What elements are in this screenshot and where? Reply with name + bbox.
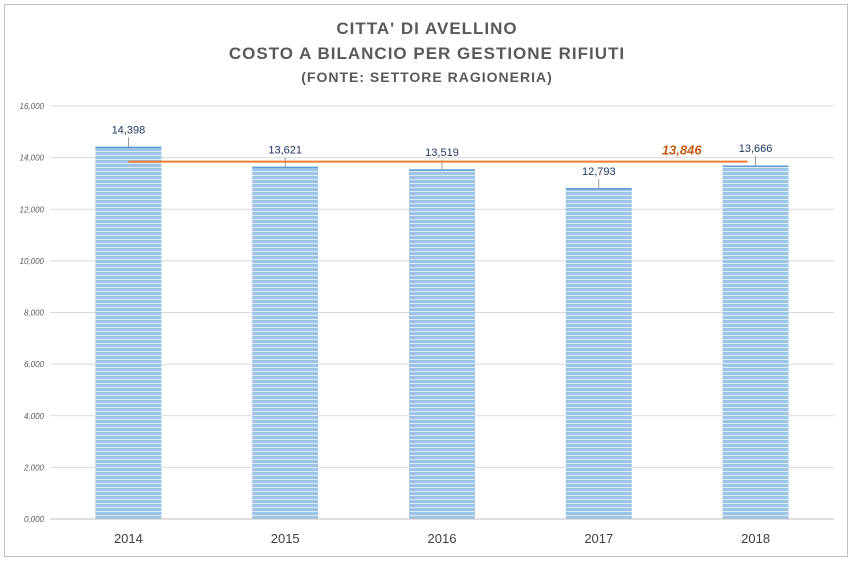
bar [95,147,162,519]
x-tick-label: 2018 [741,531,770,546]
bar [722,166,789,519]
y-tick-label: 14,000 [20,154,45,163]
chart-title-line-2: COSTO A BILANCIO PER GESTIONE RIFIUTI [228,44,626,63]
y-tick-label: 12,000 [20,205,45,214]
data-label: 13,519 [425,147,459,159]
x-tick-label: 2016 [428,531,457,546]
x-tick-label: 2017 [584,531,613,546]
y-tick-label: 6,000 [24,360,45,369]
bar [409,170,475,519]
y-tick-label: 0,000 [24,515,45,524]
y-tick-label: 10,000 [20,257,45,266]
data-label: 14,398 [112,124,146,136]
x-tick-label: 2015 [271,531,300,546]
bar [565,188,632,519]
chart-title-block: CITTA' DI AVELLINO COSTO A BILANCIO PER … [0,16,854,88]
chart-title-line-3: (FONTE: SETTORE RAGIONERIA) [301,69,553,85]
y-tick-label: 2,000 [23,463,45,472]
chart-title-line-1: CITTA' DI AVELLINO [336,19,518,38]
y-tick-label: 16,000 [20,102,45,111]
bar [252,167,319,519]
y-tick-label: 4,000 [24,412,45,421]
x-tick-label: 2014 [114,531,143,546]
data-label: 12,793 [582,166,616,178]
data-label: 13,666 [739,143,773,155]
data-label: 13,621 [268,144,302,156]
average-label: 13,846 [662,143,703,158]
y-tick-label: 8,000 [24,309,45,318]
